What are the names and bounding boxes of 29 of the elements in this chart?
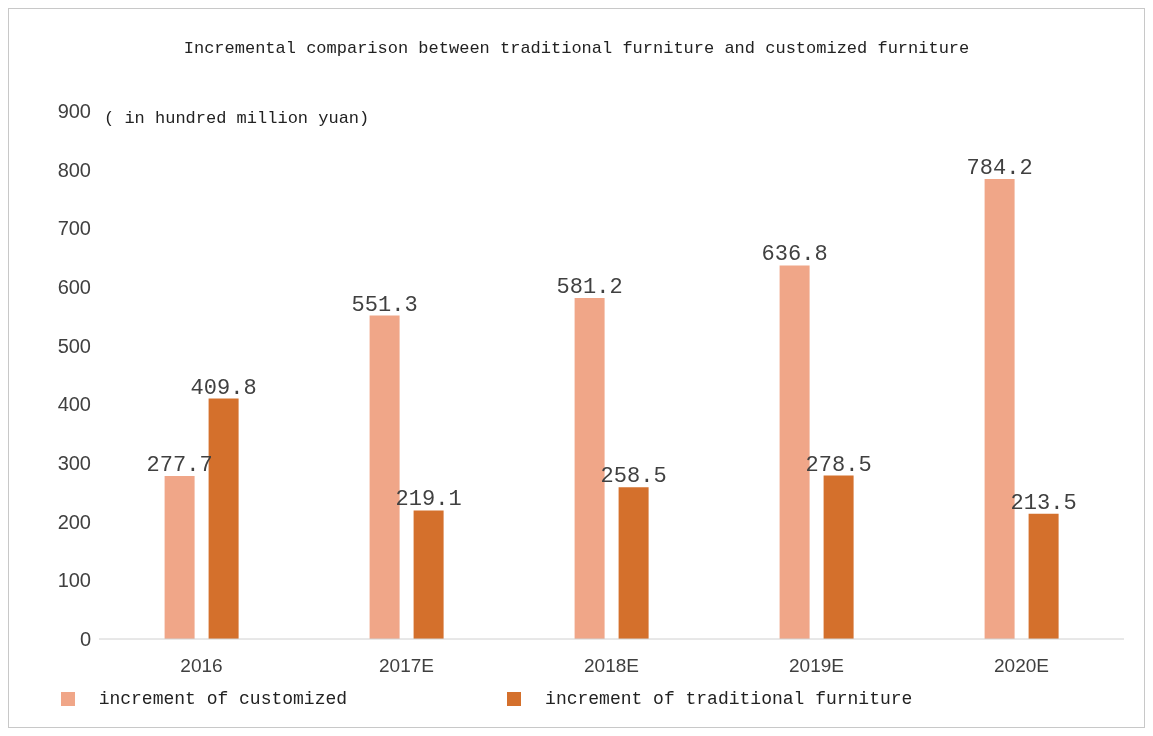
y-tick-label: 400 bbox=[57, 393, 91, 416]
data-label: 581.2 bbox=[556, 275, 623, 301]
y-tick-label: 500 bbox=[57, 334, 91, 357]
legend-label: increment of customized bbox=[98, 689, 348, 709]
x-tick-label: 2018E bbox=[584, 655, 639, 677]
legend-label: increment of traditional furniture bbox=[545, 689, 913, 709]
y-tick-label: 900 bbox=[57, 100, 91, 123]
bar bbox=[1028, 513, 1059, 639]
bar bbox=[618, 487, 649, 639]
y-tick-label: 300 bbox=[57, 452, 91, 475]
data-label: 409.8 bbox=[190, 375, 257, 401]
bar bbox=[164, 476, 195, 639]
chart-title: Incremental comparison between traditional furniture and customized furniture bbox=[182, 39, 971, 58]
y-tick-label: 100 bbox=[57, 569, 91, 592]
data-label: 784.2 bbox=[966, 155, 1033, 181]
x-tick-label: 2016 bbox=[180, 655, 223, 677]
data-label: 636.8 bbox=[761, 242, 828, 268]
y-tick-label: 800 bbox=[57, 158, 91, 181]
x-tick-label: 2017E bbox=[379, 655, 434, 677]
y-tick-label: 0 bbox=[79, 628, 91, 651]
x-tick-label: 2019E bbox=[789, 655, 844, 677]
x-tick-label: 2020E bbox=[994, 655, 1049, 677]
y-tick-label: 700 bbox=[57, 217, 91, 240]
y-tick-label: 200 bbox=[57, 510, 91, 533]
y-axis-title: ( in hundred million yuan) bbox=[104, 109, 370, 128]
bar bbox=[823, 475, 854, 639]
bar bbox=[413, 510, 444, 639]
data-label: 551.3 bbox=[351, 292, 418, 318]
y-tick-label: 600 bbox=[57, 276, 91, 299]
